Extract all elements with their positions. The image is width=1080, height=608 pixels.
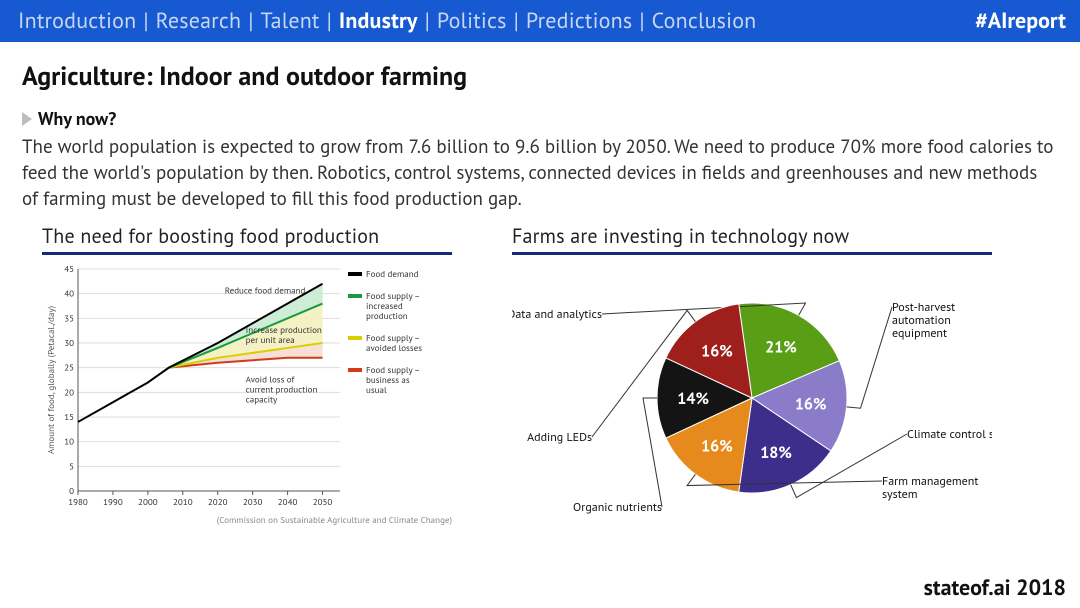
svg-text:Data and analytics: Data and analytics [512,307,602,322]
svg-text:production: production [366,311,408,322]
svg-text:2000: 2000 [138,497,158,508]
svg-text:21%: 21% [765,337,797,357]
svg-text:system: system [882,487,917,502]
left-chart-panel: The need for boosting food production 0 5… [42,223,452,526]
farm-investment-pie-chart: 21%Data and analytics16%Post-harvestauto… [512,263,992,523]
bullet-triangle-icon [22,112,32,126]
left-chart-title: The need for boosting food production [42,223,452,249]
svg-text:10: 10 [64,436,74,447]
svg-text:16%: 16% [795,394,827,414]
svg-text:30: 30 [64,338,74,349]
right-chart-panel: Farms are investing in technology now 21… [512,223,992,526]
nav-tab-research[interactable]: Research [152,7,246,35]
svg-text:25: 25 [64,362,74,373]
svg-text:Organic nutrients: Organic nutrients [573,500,662,515]
svg-text:2010: 2010 [173,497,193,508]
svg-text:16%: 16% [701,341,733,361]
svg-text:usual: usual [366,385,387,396]
svg-text:equipment: equipment [892,326,947,341]
svg-text:20: 20 [64,387,74,398]
svg-text:Climate control system: Climate control system [907,427,992,442]
nav-separator: | [140,7,151,35]
left-chart-credit: (Commission on Sustainable Agriculture a… [42,515,452,526]
nav-tabs: Introduction|Research|Talent|Industry|Po… [14,7,975,35]
svg-text:2030: 2030 [243,497,263,508]
subheading-row: Why now? [22,107,1058,130]
svg-text:1980: 1980 [68,497,88,508]
svg-text:2040: 2040 [278,497,298,508]
right-chart-underline [512,252,992,255]
nav-separator: | [245,7,256,35]
svg-text:35: 35 [64,313,74,324]
nav-separator: | [636,7,647,35]
svg-text:capacity: capacity [246,394,278,405]
svg-text:40: 40 [64,288,74,299]
left-chart-underline [42,252,452,255]
nav-tab-predictions[interactable]: Predictions [522,7,636,35]
svg-text:Reduce food demand: Reduce food demand [225,285,306,296]
nav-tab-conclusion[interactable]: Conclusion [648,7,761,35]
svg-text:Amount of food, globally (Peta: Amount of food, globally (Petacal./day) [46,305,57,453]
svg-text:5: 5 [69,461,74,472]
svg-text:45: 45 [64,264,74,275]
nav-tab-politics[interactable]: Politics [433,7,511,35]
svg-text:Adding LEDs: Adding LEDs [527,430,592,445]
svg-text:2050: 2050 [313,497,333,508]
slide-title: Agriculture: Indoor and outdoor farming [22,60,1058,93]
svg-text:1990: 1990 [103,497,123,508]
svg-text:16%: 16% [701,436,733,456]
nav-tab-talent[interactable]: Talent [256,7,323,35]
svg-text:2020: 2020 [208,497,228,508]
svg-text:15: 15 [64,412,74,423]
svg-text:per unit area: per unit area [246,335,295,346]
svg-text:14%: 14% [677,389,709,409]
svg-text:18%: 18% [760,442,792,462]
nav-separator: | [422,7,433,35]
nav-tab-industry[interactable]: Industry [335,7,422,35]
nav-tab-introduction[interactable]: Introduction [14,7,140,35]
right-chart-title: Farms are investing in technology now [512,223,992,249]
header-bar: Introduction|Research|Talent|Industry|Po… [0,0,1080,42]
report-hashtag: #AIreport [975,7,1066,35]
subheading: Why now? [38,107,116,130]
svg-text:0: 0 [69,486,74,497]
svg-text:avoided losses: avoided losses [366,343,422,354]
nav-separator: | [324,7,335,35]
food-production-line-chart: 0 5 10 15 20 25 30 35 40 45 1980 1990 2000 2010 2020 20… [42,263,452,513]
footer-brand: stateof.ai 2018 [924,574,1066,602]
body-paragraph: The world population is expected to grow… [22,134,1058,213]
svg-text:Food demand: Food demand [366,269,419,280]
nav-separator: | [511,7,522,35]
